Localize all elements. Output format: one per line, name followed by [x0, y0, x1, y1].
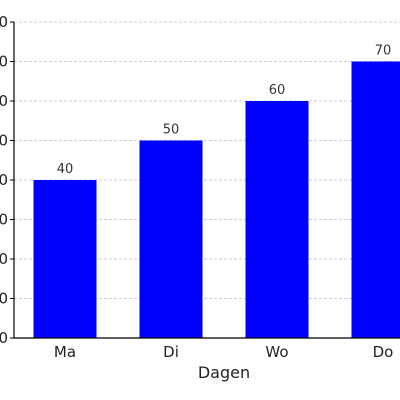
bar: [139, 140, 203, 338]
bars: [33, 61, 400, 338]
x-tick-label: Wo: [265, 343, 288, 361]
y-tick-label: 0: [0, 329, 8, 347]
x-axis-title: Dagen: [198, 363, 250, 382]
y-tick-label: 0: [0, 92, 8, 110]
data-label: 60: [269, 83, 286, 98]
x-tick-label: Do: [373, 343, 394, 361]
y-tick-labels: 0 0 0 0 0 0 0 0 0: [0, 13, 14, 347]
data-label: 70: [375, 44, 392, 59]
y-tick-label: 0: [0, 211, 8, 229]
y-tick-label: 0: [0, 250, 8, 268]
bar: [351, 61, 400, 338]
data-label: 40: [57, 162, 74, 177]
bar: [245, 101, 309, 338]
y-tick-label: 0: [0, 13, 8, 31]
x-tick-label: Di: [163, 343, 179, 361]
data-labels: 40 50 60 70: [57, 44, 392, 178]
y-tick-label: 0: [0, 290, 8, 308]
y-tick-label: 0: [0, 53, 8, 71]
y-tick-label: 0: [0, 171, 8, 189]
x-tick-labels: Ma Di Wo Do: [54, 343, 393, 361]
x-tick-label: Ma: [54, 343, 76, 361]
data-label: 50: [163, 123, 180, 138]
bar: [33, 180, 97, 338]
y-tick-label: 0: [0, 132, 8, 150]
grid-lines: [14, 21, 400, 299]
